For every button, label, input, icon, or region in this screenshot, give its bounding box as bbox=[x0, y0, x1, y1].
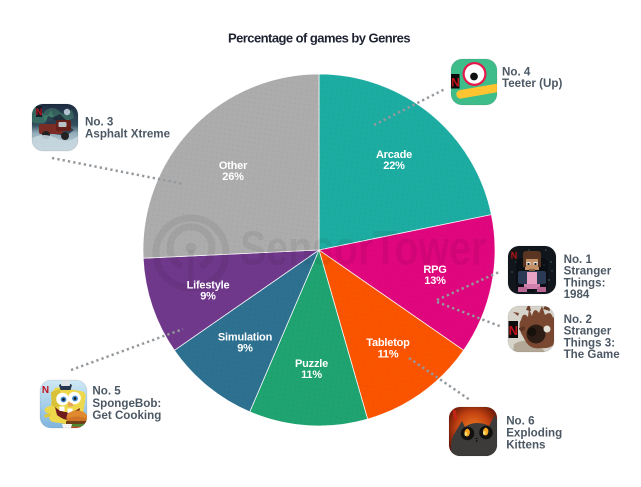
svg-text:Stranger: Stranger bbox=[564, 265, 612, 278]
svg-text:26%: 26% bbox=[222, 171, 244, 183]
svg-text:Kittens: Kittens bbox=[506, 439, 545, 452]
svg-text:Tabletop: Tabletop bbox=[366, 337, 410, 349]
svg-text:1984: 1984 bbox=[564, 288, 590, 301]
svg-text:22%: 22% bbox=[383, 160, 405, 172]
svg-text:13%: 13% bbox=[424, 275, 446, 287]
svg-text:11%: 11% bbox=[378, 348, 399, 360]
svg-text:The Game: The Game bbox=[564, 348, 621, 361]
svg-text:No. 4: No. 4 bbox=[502, 65, 531, 78]
svg-text:Other: Other bbox=[219, 160, 248, 172]
svg-text:Percentage of games by Genres: Percentage of games by Genres bbox=[228, 31, 410, 46]
svg-text:No. 1: No. 1 bbox=[564, 253, 593, 266]
svg-text:N: N bbox=[451, 76, 460, 90]
svg-text:RPG: RPG bbox=[423, 264, 446, 276]
svg-text:SpongeBob:: SpongeBob: bbox=[92, 397, 161, 410]
svg-text:No. 3: No. 3 bbox=[85, 115, 114, 128]
svg-text:11%: 11% bbox=[301, 369, 322, 381]
svg-text:No. 6: No. 6 bbox=[506, 414, 535, 427]
svg-text:Lifestyle: Lifestyle bbox=[187, 280, 230, 292]
svg-text:SensorTower: SensorTower bbox=[240, 222, 486, 276]
svg-text:Things:: Things: bbox=[564, 276, 606, 289]
svg-text:Exploding: Exploding bbox=[506, 427, 562, 440]
svg-text:Arcade: Arcade bbox=[376, 149, 412, 161]
svg-text:9%: 9% bbox=[237, 342, 253, 354]
svg-text:N: N bbox=[42, 385, 49, 396]
svg-text:Stranger: Stranger bbox=[564, 325, 612, 338]
svg-text:N: N bbox=[36, 107, 43, 117]
svg-text:9%: 9% bbox=[200, 290, 216, 302]
svg-text:Teeter (Up): Teeter (Up) bbox=[502, 77, 562, 90]
svg-text:No. 5: No. 5 bbox=[92, 385, 121, 398]
svg-text:Puzzle: Puzzle bbox=[295, 358, 328, 370]
svg-text:Things 3:: Things 3: bbox=[564, 336, 616, 349]
svg-text:No. 2: No. 2 bbox=[564, 313, 592, 326]
svg-text:Get Cooking: Get Cooking bbox=[92, 409, 161, 422]
svg-text:Simulation: Simulation bbox=[218, 332, 273, 344]
svg-text:N: N bbox=[511, 251, 518, 261]
svg-text:N: N bbox=[509, 323, 518, 338]
svg-text:Asphalt Xtreme: Asphalt Xtreme bbox=[85, 127, 171, 140]
